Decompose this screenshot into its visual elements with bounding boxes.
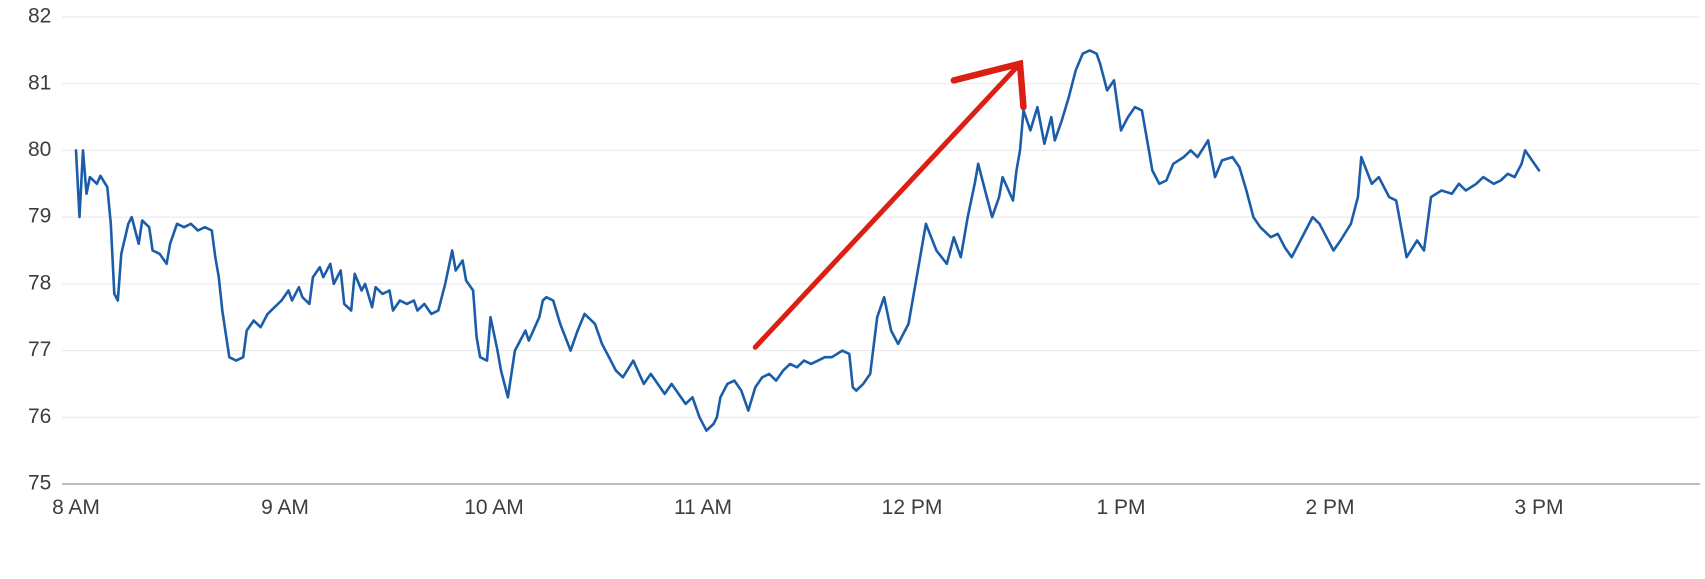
x-axis-tick-label: 8 AM bbox=[52, 496, 100, 519]
y-axis-tick-label: 76 bbox=[28, 405, 51, 428]
y-axis-tick-label: 78 bbox=[28, 271, 51, 294]
y-axis-tick-label: 75 bbox=[28, 472, 51, 495]
x-axis-tick-label: 1 PM bbox=[1096, 496, 1145, 519]
y-axis-tick-label: 80 bbox=[28, 138, 51, 161]
y-axis-tick-label: 77 bbox=[28, 338, 51, 361]
x-axis-tick-label: 12 PM bbox=[882, 496, 943, 519]
x-axis-tick-label: 10 AM bbox=[464, 496, 524, 519]
trend-arrow-shaft bbox=[752, 61, 1023, 350]
y-axis-tick-label: 82 bbox=[28, 5, 51, 28]
x-axis-tick-label: 11 AM bbox=[674, 496, 732, 519]
trend-arrow-head bbox=[950, 59, 1027, 111]
y-axis-tick-label: 81 bbox=[28, 71, 51, 94]
x-axis-tick-label: 2 PM bbox=[1305, 496, 1354, 519]
y-axis-tick-label: 79 bbox=[28, 205, 51, 228]
x-axis-tick-label: 3 PM bbox=[1514, 496, 1563, 519]
x-axis-tick-label: 9 AM bbox=[261, 496, 309, 519]
price-line bbox=[74, 49, 1541, 432]
